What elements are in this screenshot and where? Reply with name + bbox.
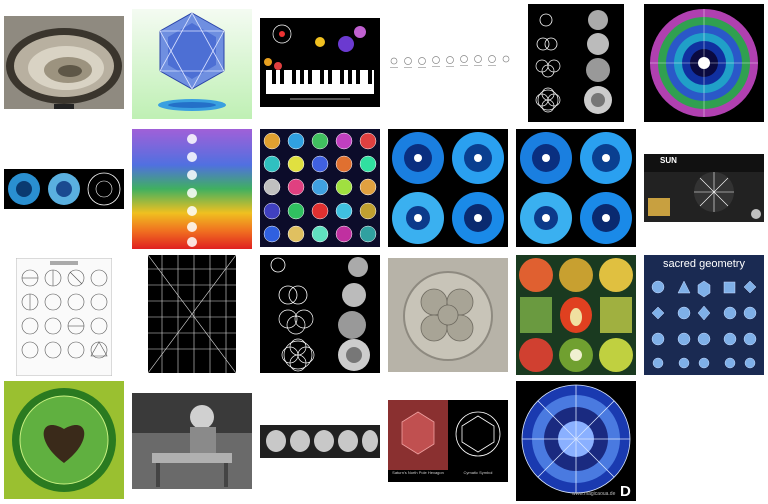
cymatic-sequence-image bbox=[388, 45, 512, 79]
rainbow-mandala-image bbox=[644, 4, 764, 122]
saturn-caption: Saturn's North Pole Hexagon bbox=[392, 470, 444, 475]
cymatic-pattern-grid-image bbox=[260, 129, 380, 247]
piano-cymatics-image bbox=[260, 18, 380, 107]
seed-of-life-image bbox=[260, 255, 380, 373]
geometry-chart-image bbox=[16, 258, 112, 376]
thumbnail-r3c1[interactable] bbox=[16, 258, 112, 376]
sun-title: SUN bbox=[660, 156, 677, 165]
blue-cymatic-sphere-image bbox=[516, 381, 636, 501]
shell-fossil-image bbox=[4, 16, 124, 109]
skulls-image bbox=[260, 425, 380, 458]
thumbnail-r2c4[interactable] bbox=[388, 129, 508, 247]
thumbnail-r4c5[interactable]: www.magicaoua.de D bbox=[516, 381, 636, 501]
watermark-text: www.magicaoua.de bbox=[572, 491, 616, 497]
thumbnail-r2c2[interactable] bbox=[132, 129, 252, 249]
sacred-geometry-title: sacred geometry bbox=[663, 258, 745, 270]
sun-cymatics-image bbox=[644, 154, 764, 222]
green-cymatics-image bbox=[4, 381, 124, 499]
thumbnail-r4c3[interactable] bbox=[260, 425, 380, 458]
chakra-image bbox=[132, 129, 252, 249]
thumbnail-r2c3[interactable] bbox=[260, 129, 380, 247]
fruit-cross-section-image bbox=[516, 255, 636, 375]
thumbnail-r4c1[interactable] bbox=[4, 381, 124, 499]
thumbnail-r3c3[interactable] bbox=[260, 255, 380, 373]
seed-of-life-image bbox=[528, 4, 624, 122]
blue-cymatics-image bbox=[516, 129, 636, 247]
thumbnail-r4c4[interactable]: Saturn's North Pole Hexagon Cymatic Symb… bbox=[388, 400, 508, 482]
thumbnail-r2c5[interactable] bbox=[516, 129, 636, 247]
badge-letter: D bbox=[620, 483, 631, 500]
thumbnail-r3c2[interactable] bbox=[148, 255, 236, 373]
thumbnail-r1c1[interactable] bbox=[4, 16, 124, 109]
thumbnail-r4c2[interactable] bbox=[132, 393, 252, 489]
cymatic-symbol-caption: Cymatic Symbol bbox=[463, 470, 493, 475]
thumbnail-r1c2[interactable] bbox=[132, 9, 252, 119]
sacred-geometry-chart-image bbox=[644, 255, 764, 375]
thumbnail-r2c1[interactable] bbox=[4, 169, 124, 209]
cell-division-image bbox=[388, 258, 508, 372]
thumbnail-r1c4[interactable] bbox=[388, 45, 512, 79]
workshop-photo-image bbox=[132, 393, 252, 489]
thumbnail-r1c5[interactable] bbox=[528, 4, 624, 122]
thumbnail-r3c4[interactable] bbox=[388, 258, 508, 372]
line-pattern-grid-image bbox=[148, 255, 236, 373]
hexagon-comparison-image bbox=[388, 400, 508, 482]
blue-mandala-strip-image bbox=[4, 169, 124, 209]
thumbnail-r3c5[interactable] bbox=[516, 255, 636, 375]
thumbnail-r1c6[interactable] bbox=[644, 4, 764, 122]
thumbnail-r3c6[interactable]: sacred geometry bbox=[644, 255, 764, 375]
blue-cymatics-image bbox=[388, 129, 508, 247]
cymatic-geometry-image bbox=[132, 9, 252, 119]
thumbnail-r2c6[interactable]: SUN bbox=[644, 154, 764, 222]
thumbnail-r1c3[interactable] bbox=[260, 18, 380, 107]
